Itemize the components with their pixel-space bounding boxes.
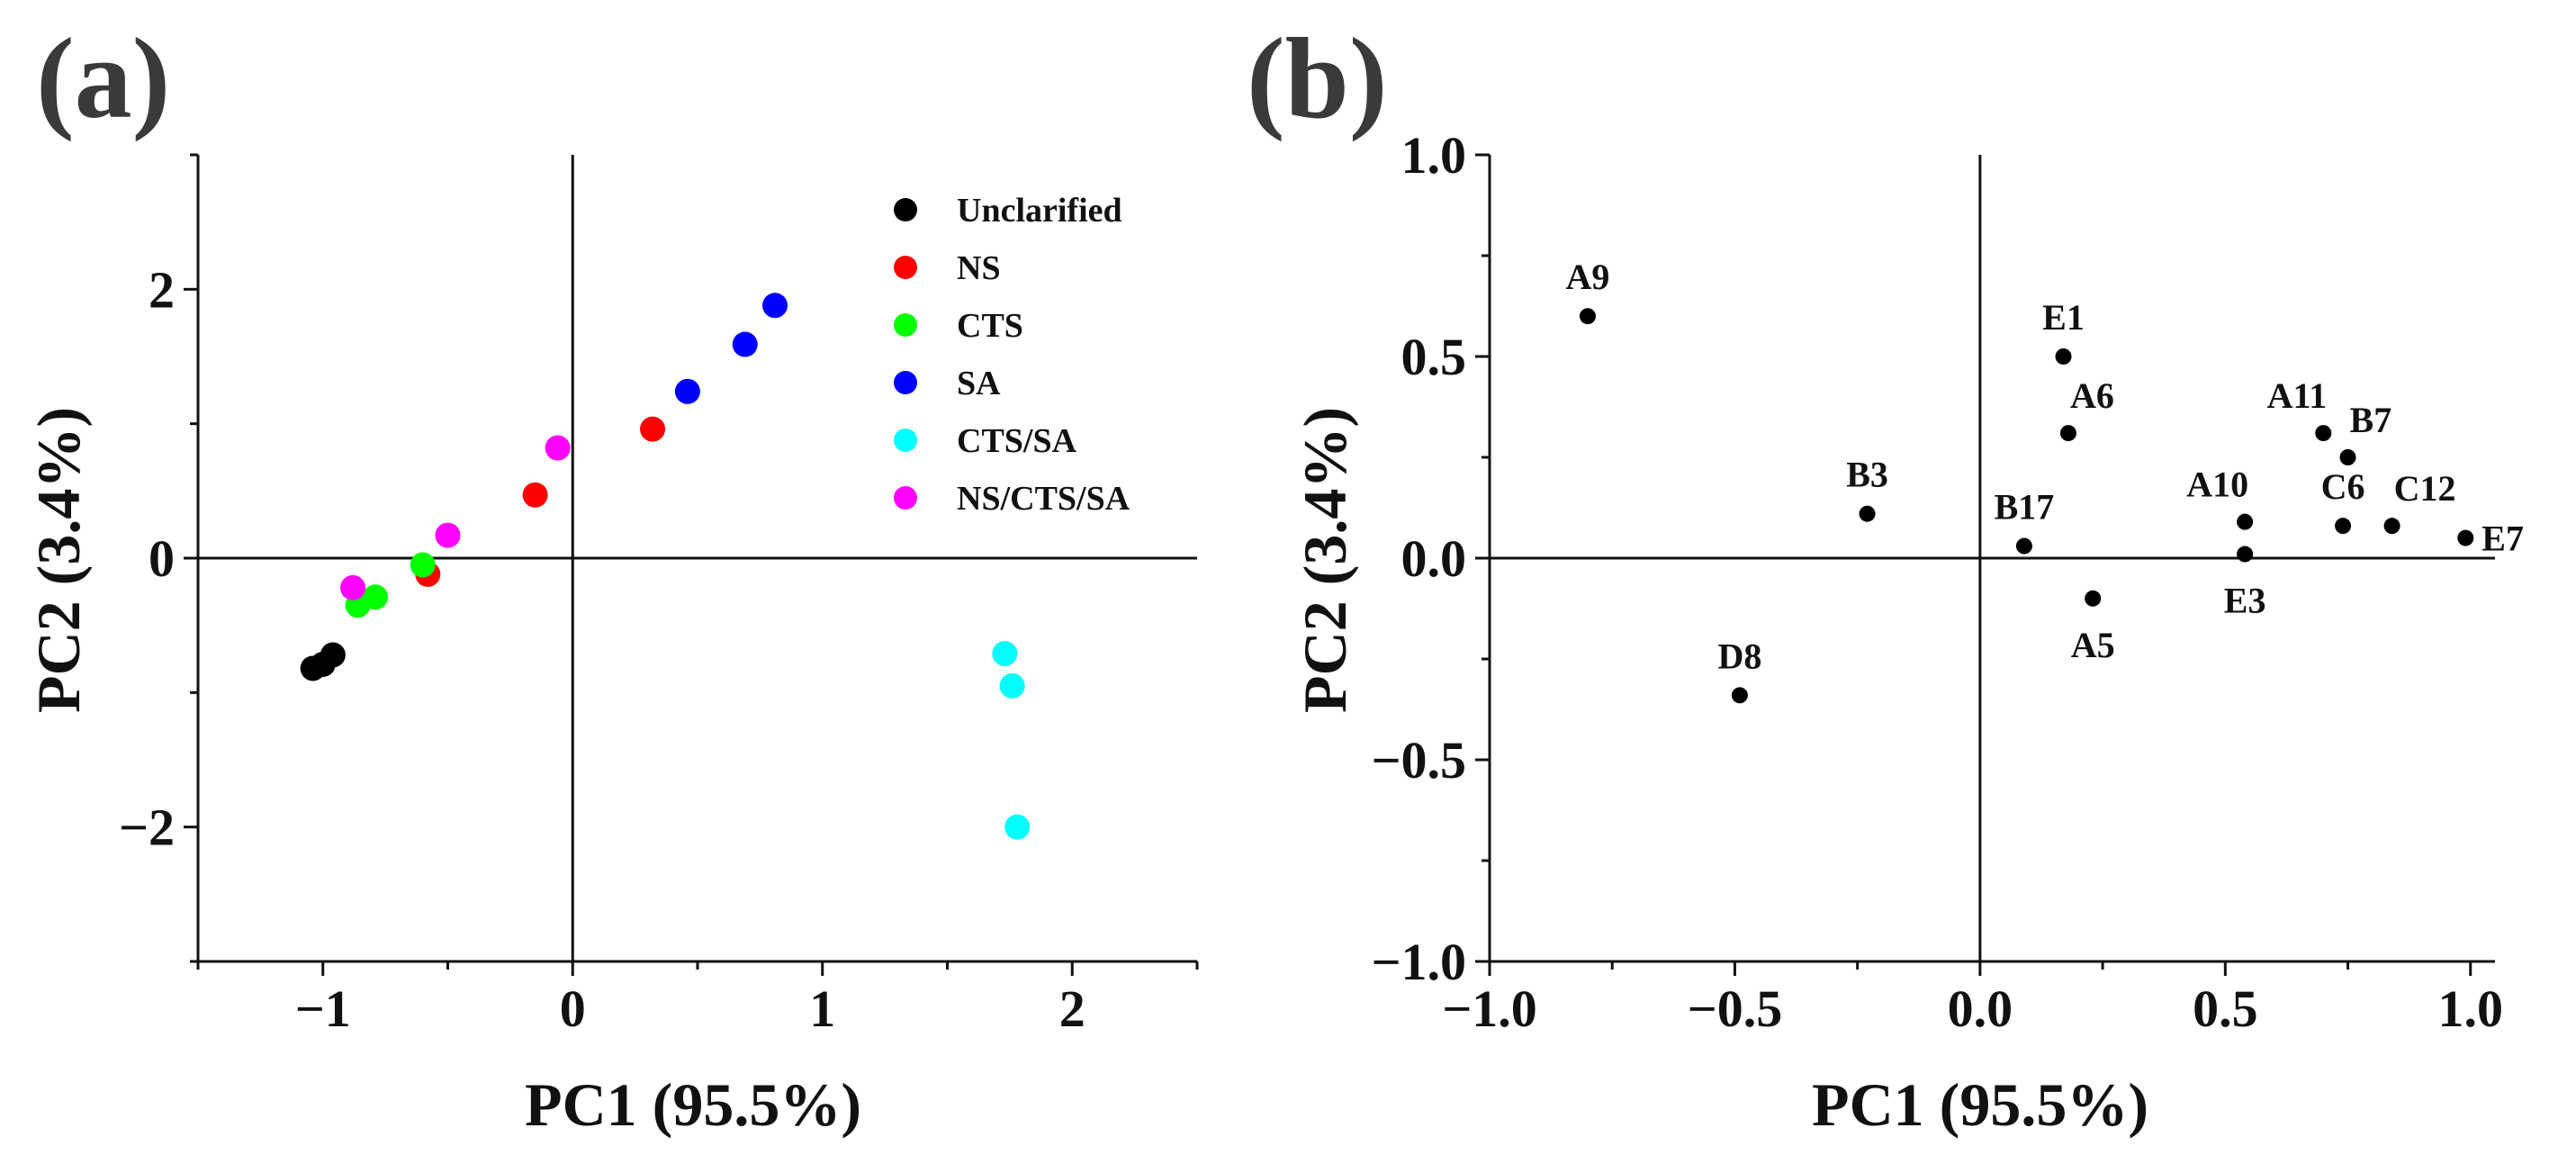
legend-marker-cts-sa xyxy=(894,429,917,452)
panel-a-label: (a) xyxy=(36,14,170,142)
panel-b-x-axis-title: PC1 (95.5%) xyxy=(1812,1070,2148,1139)
panel-b-pca-loadings: (b) −1.0 −0.5 0.0 0.5 1.0 −1.0 −0.5 0.0 0.5 1.0 A9… xyxy=(1247,14,2524,1139)
panel-b-point-label: C12 xyxy=(2394,468,2456,509)
panel-b-point-label: A5 xyxy=(2071,625,2115,665)
legend-label: SA xyxy=(957,365,1001,402)
panel-b-point-label: C6 xyxy=(2321,466,2365,507)
panel-a-point-unclarified xyxy=(320,642,346,668)
panel-a-x-axis-title: PC1 (95.5%) xyxy=(525,1070,861,1139)
panel-a-y-tick-label: 2 xyxy=(149,260,175,319)
panel-b-plot-area: −1.0 −0.5 0.0 0.5 1.0 −1.0 −0.5 0.0 0.5 1.0 A9 E1 A6… xyxy=(1371,126,2524,1038)
panel-b-point-b7 xyxy=(2339,449,2356,465)
panel-a-point-cts xyxy=(363,584,389,610)
panel-a-y-axis-title: PC2 (3.4%) xyxy=(24,407,93,713)
panel-a-point-ns-cts-sa xyxy=(340,574,366,600)
panel-b-point-label: B17 xyxy=(1995,487,2055,528)
panel-b-point-label: A6 xyxy=(2070,375,2114,416)
panel-b-x-tick-label: 0.0 xyxy=(1948,979,2013,1038)
panel-a-point-ns xyxy=(640,416,666,442)
legend-marker-unclarified xyxy=(894,198,917,221)
panel-b-point-b3 xyxy=(1859,505,1876,522)
panel-a-x-tick-label: −1 xyxy=(295,979,351,1038)
legend-marker-cts xyxy=(894,313,917,337)
panel-b-y-tick-label: 0.0 xyxy=(1401,529,1467,588)
panel-b-point-label: E1 xyxy=(2042,297,2085,338)
panel-b-point-e1 xyxy=(2055,348,2072,365)
panel-b-point-b17 xyxy=(2015,537,2032,555)
panel-b-y-tick-label: −0.5 xyxy=(1371,731,1466,790)
panel-b-label: (b) xyxy=(1247,14,1387,142)
legend-marker-ns-cts-sa xyxy=(894,486,917,510)
panel-b-x-tick-label: 1.0 xyxy=(2438,979,2504,1038)
panel-a-y-tick-label: −2 xyxy=(119,799,175,857)
legend-label: Unclarified xyxy=(957,192,1122,230)
panel-a-pca-scores: (a) −1 0 1 2 −2 0 2 PC1 (95.5%) PC2 (3.4%) Unc… xyxy=(24,14,1199,1139)
panel-b-point-a5 xyxy=(2085,590,2102,607)
panel-a-point-sa xyxy=(762,293,788,319)
panel-b-y-tick-label: 0.5 xyxy=(1401,328,1467,386)
panel-a-point-sa xyxy=(674,378,700,404)
panel-b-x-tick-label: 0.5 xyxy=(2193,979,2258,1038)
panel-a-point-cts xyxy=(410,552,436,578)
panel-b-point-a9 xyxy=(1579,308,1596,325)
panel-b-point-c6 xyxy=(2335,518,2352,535)
panel-b-point-d8 xyxy=(1731,687,1748,704)
panel-b-x-tick-label: −1.0 xyxy=(1442,979,1537,1038)
panel-b-point-label: A10 xyxy=(2186,465,2248,505)
panel-b-point-c12 xyxy=(2383,518,2400,535)
panel-b-point-label: D8 xyxy=(1717,636,1761,676)
panel-b-point-e7 xyxy=(2457,529,2474,546)
panel-a-x-tick-label: 1 xyxy=(809,979,835,1038)
legend-label: CTS/SA xyxy=(957,422,1077,460)
legend-marker-sa xyxy=(894,371,917,394)
panel-b-point-label: A9 xyxy=(1566,257,1610,297)
panel-b-y-tick-label: 1.0 xyxy=(1401,126,1467,185)
panel-a-point-sa xyxy=(732,331,758,357)
panel-b-point-label: E7 xyxy=(2481,519,2524,559)
panel-a-point-cts-sa xyxy=(999,672,1025,699)
legend-label: CTS xyxy=(957,307,1023,345)
panel-a-legend: Unclarified NS CTS SA CTS/SA NS/CTS/SA xyxy=(894,192,1130,518)
panel-b-point-label: E3 xyxy=(2224,581,2266,621)
panel-b-point-a10 xyxy=(2237,513,2254,530)
panel-a-plot-area: −1 0 1 2 −2 0 2 xyxy=(119,153,1199,1038)
panel-a-x-tick-label: 0 xyxy=(560,979,586,1038)
panel-b-point-a6 xyxy=(2059,425,2076,442)
panel-a-point-ns xyxy=(522,482,548,508)
legend-label: NS/CTS/SA xyxy=(957,480,1130,518)
panel-b-point-e3 xyxy=(2237,546,2254,563)
legend-marker-ns xyxy=(894,256,917,279)
panel-a-point-ns-cts-sa xyxy=(545,435,571,461)
panel-a-point-cts-sa xyxy=(992,641,1018,667)
panel-b-x-tick-label: −0.5 xyxy=(1688,979,1783,1038)
panel-a-point-ns-cts-sa xyxy=(435,522,461,548)
panel-a-y-tick-label: 0 xyxy=(149,529,175,588)
panel-b-point-label: A11 xyxy=(2267,375,2328,416)
panel-b-point-label: B3 xyxy=(1846,455,1888,495)
panel-a-point-cts-sa xyxy=(1004,814,1031,840)
panel-b-y-axis-title: PC2 (3.4%) xyxy=(1291,407,1359,713)
panel-b-point-label: B7 xyxy=(2350,400,2392,440)
legend-label: NS xyxy=(957,249,1001,287)
panel-b-y-tick-label: −1.0 xyxy=(1371,933,1466,991)
panel-b-point-a11 xyxy=(2315,425,2332,442)
panel-a-x-tick-label: 2 xyxy=(1059,979,1085,1038)
